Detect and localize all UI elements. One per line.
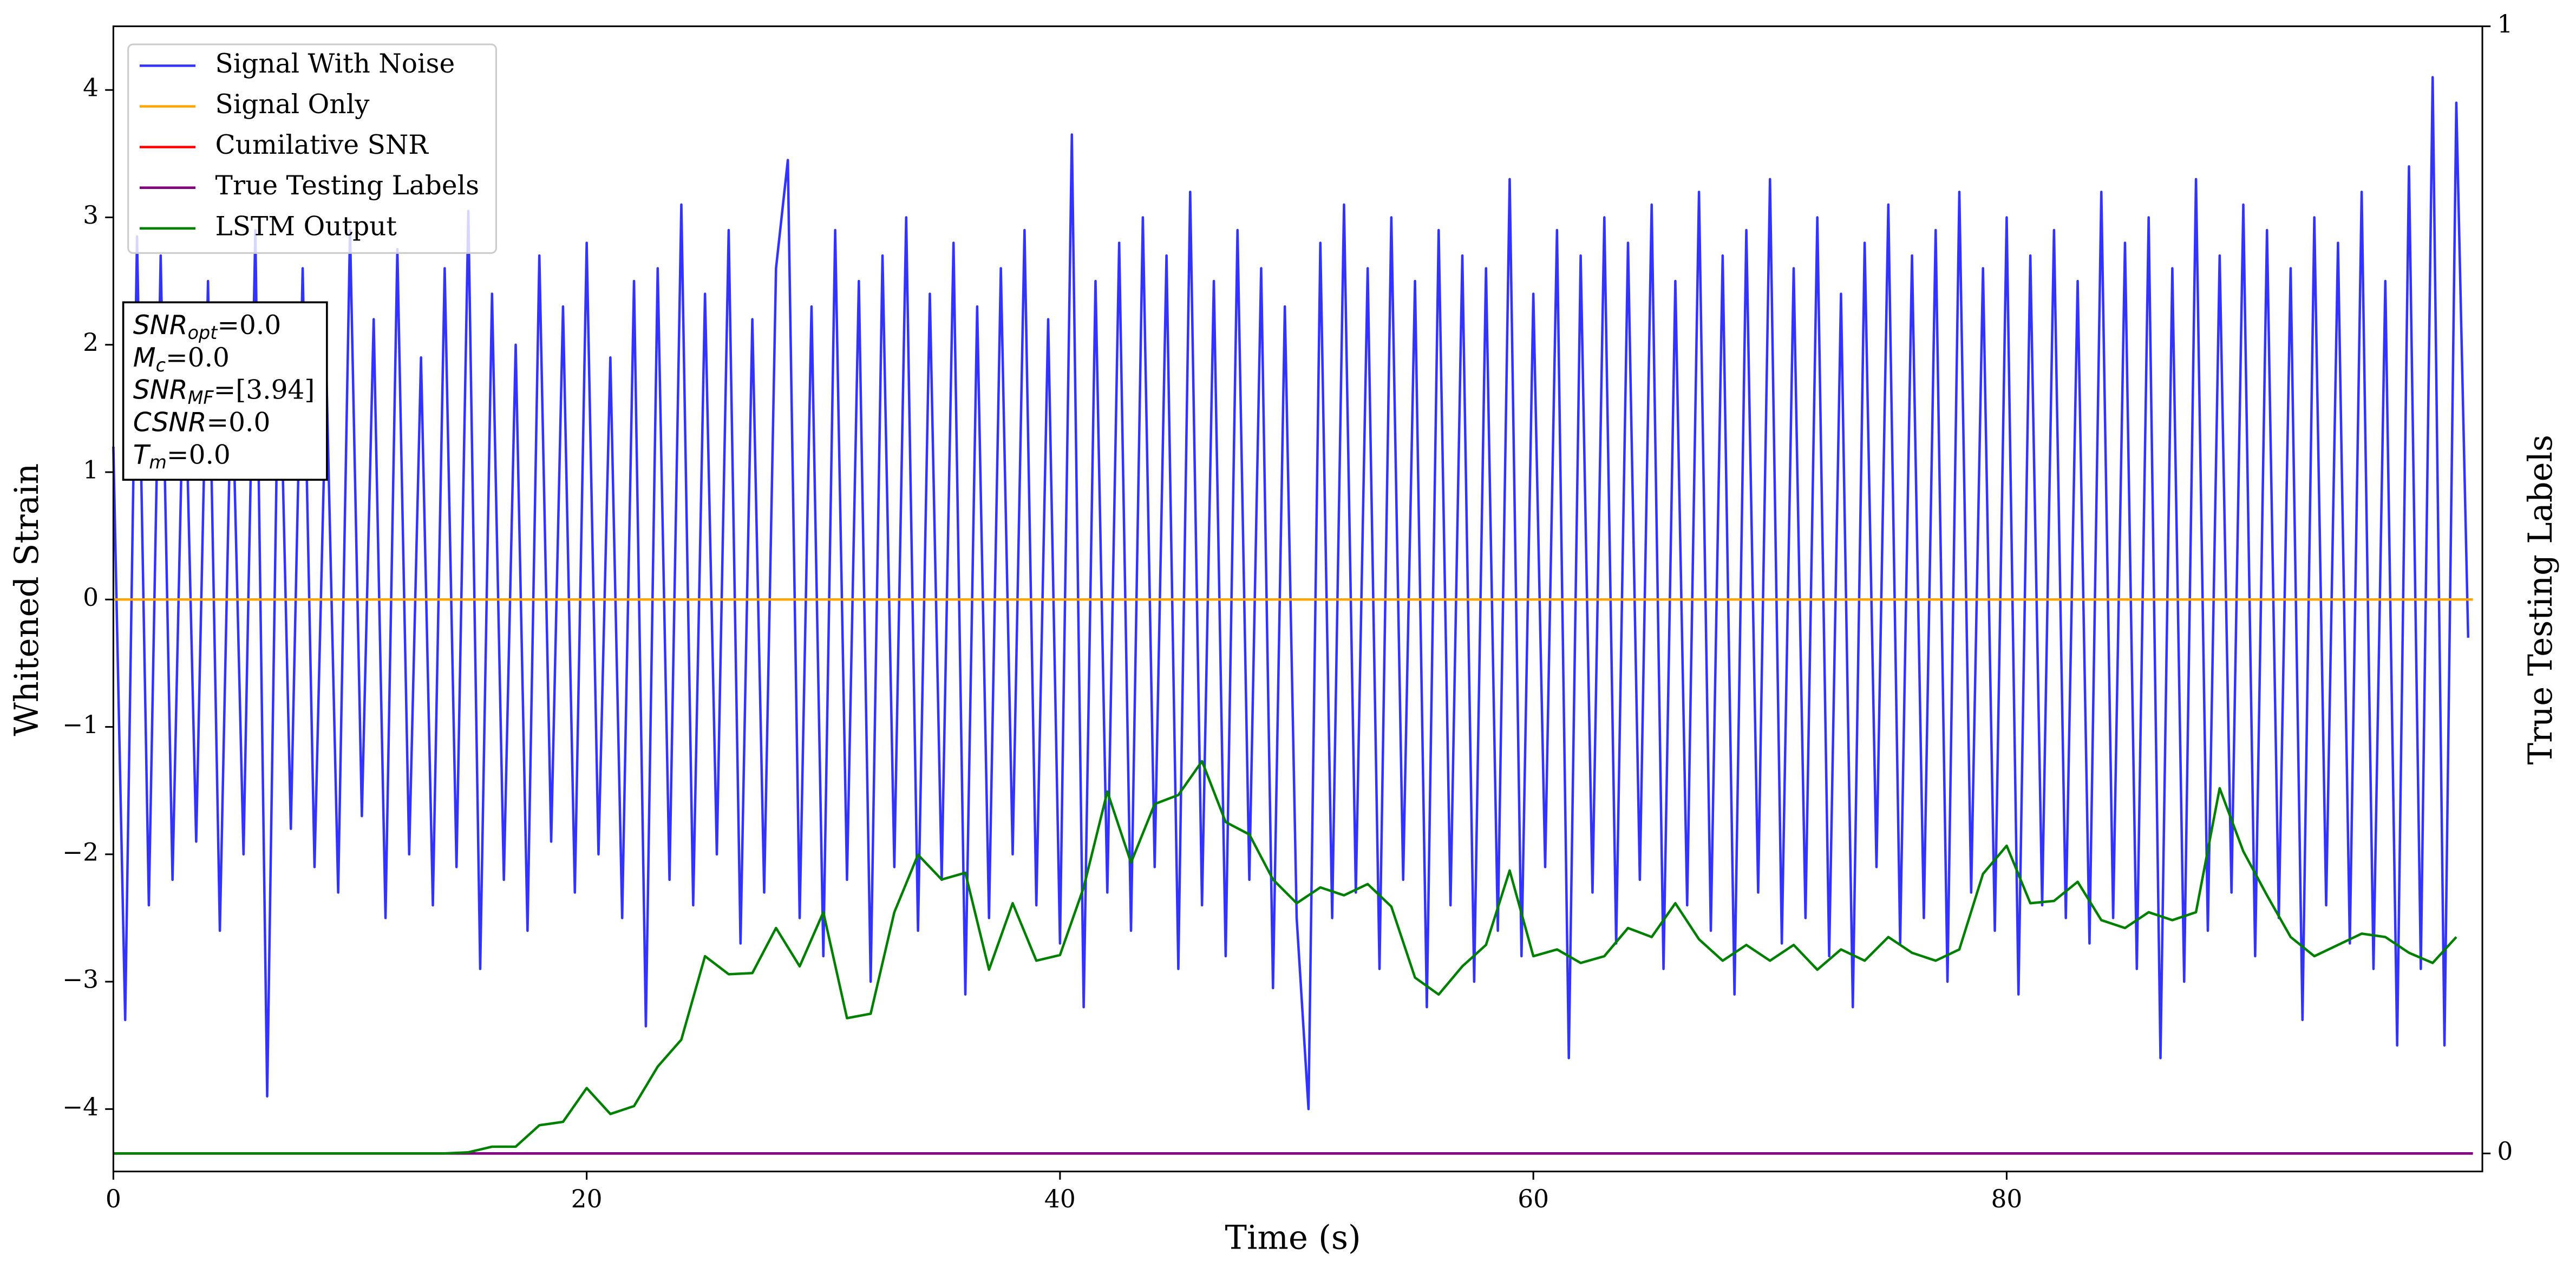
legend-label: Signal Only <box>215 89 370 120</box>
y2-axis-label: True Testing Labels <box>2522 435 2560 765</box>
legend-box <box>127 43 497 254</box>
annotation-subscript: MF <box>188 387 214 408</box>
annotation-symbol: CSNR <box>133 408 207 438</box>
annotation: SNRopt=0.0Mc=0.0SNRMF=[3.94]CSNR=0.0Tm=0… <box>133 310 315 473</box>
annotation-symbol: M <box>133 343 156 373</box>
y2-tick-label: 1 <box>2497 10 2513 38</box>
x-tick-label: 0 <box>106 1185 121 1213</box>
x-tick-label: 60 <box>1518 1185 1549 1213</box>
series-line <box>112 76 2470 1110</box>
annotation-line: Mc=0.0 <box>133 342 230 375</box>
y-tick-label: 0 <box>83 583 99 612</box>
y-tick-label: 2 <box>83 328 99 357</box>
legend-label: Signal With Noise <box>215 49 455 79</box>
annotation-subscript: c <box>156 354 166 375</box>
y-tick-label: −3 <box>62 965 99 994</box>
y-tick-label: −4 <box>62 1093 99 1121</box>
legend-label: Cumilative SNR <box>215 130 429 160</box>
y-axis-label: Whitened Strain <box>8 463 46 736</box>
annotation-subscript: m <box>149 452 166 473</box>
y-tick-label: 3 <box>83 201 99 230</box>
legend-label: True Testing Labels <box>215 171 480 201</box>
annotation-value: =0.0 <box>167 440 231 470</box>
y2-tick-label: 0 <box>2497 1137 2513 1166</box>
series-line <box>113 760 2457 1155</box>
annotation-symbol: SNR <box>133 310 188 341</box>
y-tick-label: −1 <box>62 710 99 739</box>
annotation-line: CSNR=0.0 <box>133 407 271 438</box>
y-tick-label: 4 <box>83 74 99 102</box>
annotation-box <box>122 301 328 481</box>
annotation-symbol: SNR <box>133 375 188 406</box>
annotation-line: SNRopt=0.0 <box>133 310 281 343</box>
annotation-line: SNRMF=[3.94] <box>133 375 315 408</box>
y-tick-label: −2 <box>62 838 99 866</box>
y-tick-label: 1 <box>83 456 99 485</box>
x-axis-label: Time (s) <box>1225 1219 1361 1257</box>
annotation-symbol: T <box>133 440 151 471</box>
x-tick-label: 20 <box>571 1185 603 1213</box>
x-tick-label: 80 <box>1991 1185 2022 1213</box>
legend: Signal With Noise Signal Only Cumilative S… <box>139 49 480 241</box>
annotation-subscript: opt <box>188 322 219 343</box>
annotation-value: =0.0 <box>206 407 270 437</box>
annotation-value: =[3.94] <box>214 375 315 405</box>
annotation-value: =0.0 <box>217 310 281 340</box>
x-tick-label: 40 <box>1044 1185 1076 1213</box>
annotation-line: Tm=0.0 <box>133 440 231 473</box>
legend-label: LSTM Output <box>215 211 397 241</box>
plot-area <box>112 76 2473 1155</box>
annotation-value: =0.0 <box>166 342 230 373</box>
